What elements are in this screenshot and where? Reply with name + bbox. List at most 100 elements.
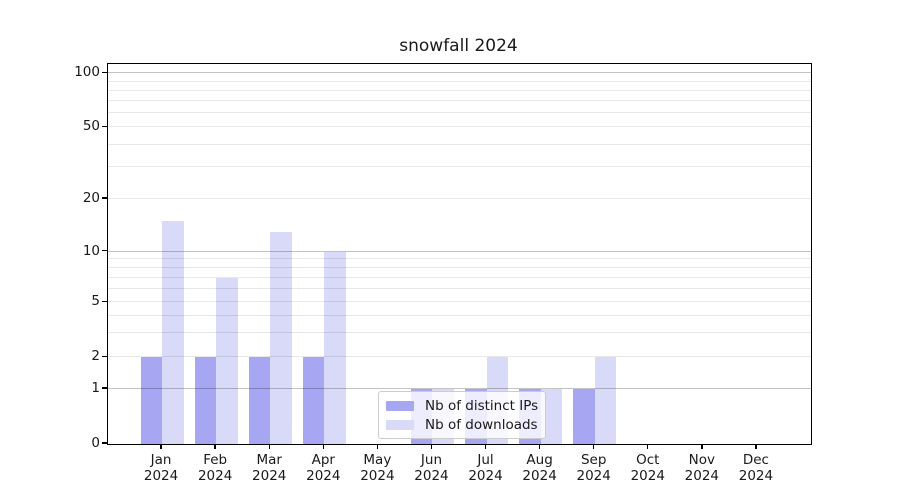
x-tick-mark-nov (701, 444, 703, 450)
x-tick-label-year: 2024 (684, 468, 720, 484)
gridline-minor-9 (108, 258, 811, 260)
x-tick-label-apr: Apr 2024 (291, 452, 355, 484)
y-tick-mark-50 (102, 125, 107, 128)
y-tick-label-1: 1 (91, 380, 100, 396)
x-tick-label-month: Nov (688, 452, 716, 468)
x-tick-mark-aug (538, 444, 541, 450)
legend: Nb of distinct IPs Nb of downloads (378, 391, 546, 439)
x-tick-mark-dec (755, 444, 757, 450)
gridline-minor-80 (108, 89, 811, 91)
x-tick-label-oct: Oct 2024 (616, 452, 680, 484)
gridline-major-10 (108, 250, 811, 252)
gridline-minor-70 (108, 100, 811, 102)
bar-distinct-ips-sep (573, 389, 595, 444)
gridline-minor-3 (108, 332, 811, 334)
x-tick-label-month: Jul (477, 452, 494, 468)
x-tick-mark-jan (160, 444, 162, 450)
x-tick-mark-sep (592, 444, 595, 450)
x-tick-label-month: Sep (580, 452, 607, 468)
bar-distinct-ips-feb (194, 357, 217, 444)
x-tick-mark-feb (214, 444, 216, 450)
y-tick-mark-10 (102, 249, 107, 252)
bar-downloads-sep (594, 357, 617, 444)
x-tick-mark-jun (430, 444, 433, 450)
x-tick-label-year: 2024 (360, 468, 395, 484)
plot-area (107, 63, 812, 445)
y-tick-label-2: 2 (91, 348, 100, 365)
gridline-minor-4 (108, 314, 811, 316)
y-tick-mark-100 (102, 71, 107, 74)
x-tick-mark-mar (268, 444, 270, 450)
y-tick-label-10: 10 (82, 242, 100, 259)
x-tick-label-year: 2024 (738, 468, 774, 484)
x-tick-label-year: 2024 (576, 468, 611, 484)
x-tick-label-month: Jan (150, 452, 172, 468)
y-tick-mark-5 (102, 300, 107, 303)
x-tick-label-month: Mar (256, 452, 282, 468)
y-tick-label-0: 0 (91, 435, 100, 451)
x-tick-mark-oct (647, 444, 649, 450)
bar-downloads-mar (270, 231, 292, 444)
gridline-minor-5 (108, 301, 811, 303)
legend-label-downloads: Nb of downloads (425, 416, 538, 433)
x-tick-label-feb: Feb 2024 (183, 452, 247, 484)
y-tick-mark-2 (102, 355, 107, 358)
gridline-minor-50 (108, 126, 811, 128)
x-tick-mark-may (376, 444, 379, 450)
gridline-minor-60 (108, 112, 811, 114)
gridline-minor-20 (108, 198, 811, 200)
chart-title: snowfall 2024 (399, 36, 518, 56)
y-tick-label-5: 5 (91, 293, 100, 310)
x-tick-label-dec: Dec 2024 (724, 452, 788, 484)
x-tick-label-jun: Jun 2024 (399, 452, 463, 484)
x-tick-label-month: May (363, 452, 392, 468)
x-tick-label-year: 2024 (143, 468, 179, 484)
x-tick-label-month: Aug (526, 452, 553, 468)
legend-swatch-downloads (386, 419, 414, 430)
x-tick-label-jan: Jan 2024 (129, 452, 193, 484)
bar-distinct-ips-jan (140, 357, 163, 444)
gridline-minor-90 (108, 80, 811, 82)
x-tick-label-aug: Aug 2024 (508, 452, 572, 484)
x-tick-mark-apr (322, 444, 324, 450)
gridline-minor-30 (108, 166, 811, 168)
x-tick-label-sep: Sep 2024 (562, 452, 626, 484)
gridline-minor-6 (108, 288, 811, 290)
gridline-minor-40 (108, 143, 811, 145)
x-tick-label-month: Dec (742, 452, 769, 468)
x-tick-label-year: 2024 (252, 468, 287, 484)
gridline-major-100 (108, 72, 811, 74)
x-tick-label-jul: Jul 2024 (454, 452, 518, 484)
legend-row-downloads: Nb of downloads (386, 415, 538, 434)
y-tick-label-50: 50 (82, 118, 100, 135)
x-tick-label-month: Feb (203, 452, 228, 468)
x-tick-label-mar: Mar 2024 (237, 452, 301, 484)
legend-swatch-distinct-ips (386, 400, 414, 411)
y-tick-mark-20 (102, 197, 107, 199)
y-tick-mark-1 (102, 387, 107, 389)
bar-distinct-ips-apr (302, 357, 325, 444)
gridline-minor-8 (108, 267, 811, 269)
legend-label-distinct-ips: Nb of distinct IPs (425, 397, 539, 414)
x-tick-label-year: 2024 (468, 468, 503, 484)
legend-row-distinct-ips: Nb of distinct IPs (386, 396, 538, 415)
x-tick-label-month: Apr (311, 452, 335, 468)
x-tick-label-year: 2024 (306, 468, 341, 484)
gridline-minor-7 (108, 276, 811, 278)
bar-distinct-ips-mar (248, 357, 271, 444)
y-tick-mark-0 (102, 442, 107, 444)
x-tick-label-year: 2024 (414, 468, 449, 484)
y-tick-label-100: 100 (74, 64, 100, 81)
bar-downloads-jan (162, 220, 184, 444)
bar-downloads-apr (324, 251, 346, 444)
x-tick-label-year: 2024 (522, 468, 557, 484)
x-tick-label-nov: Nov 2024 (670, 452, 734, 484)
x-tick-label-may: May 2024 (345, 452, 409, 484)
x-tick-label-year: 2024 (197, 468, 233, 484)
x-tick-mark-jul (484, 444, 487, 450)
x-tick-label-year: 2024 (630, 468, 665, 484)
y-tick-label-20: 20 (82, 190, 100, 206)
bar-downloads-feb (216, 277, 238, 444)
x-tick-label-month: Jun (420, 452, 442, 468)
